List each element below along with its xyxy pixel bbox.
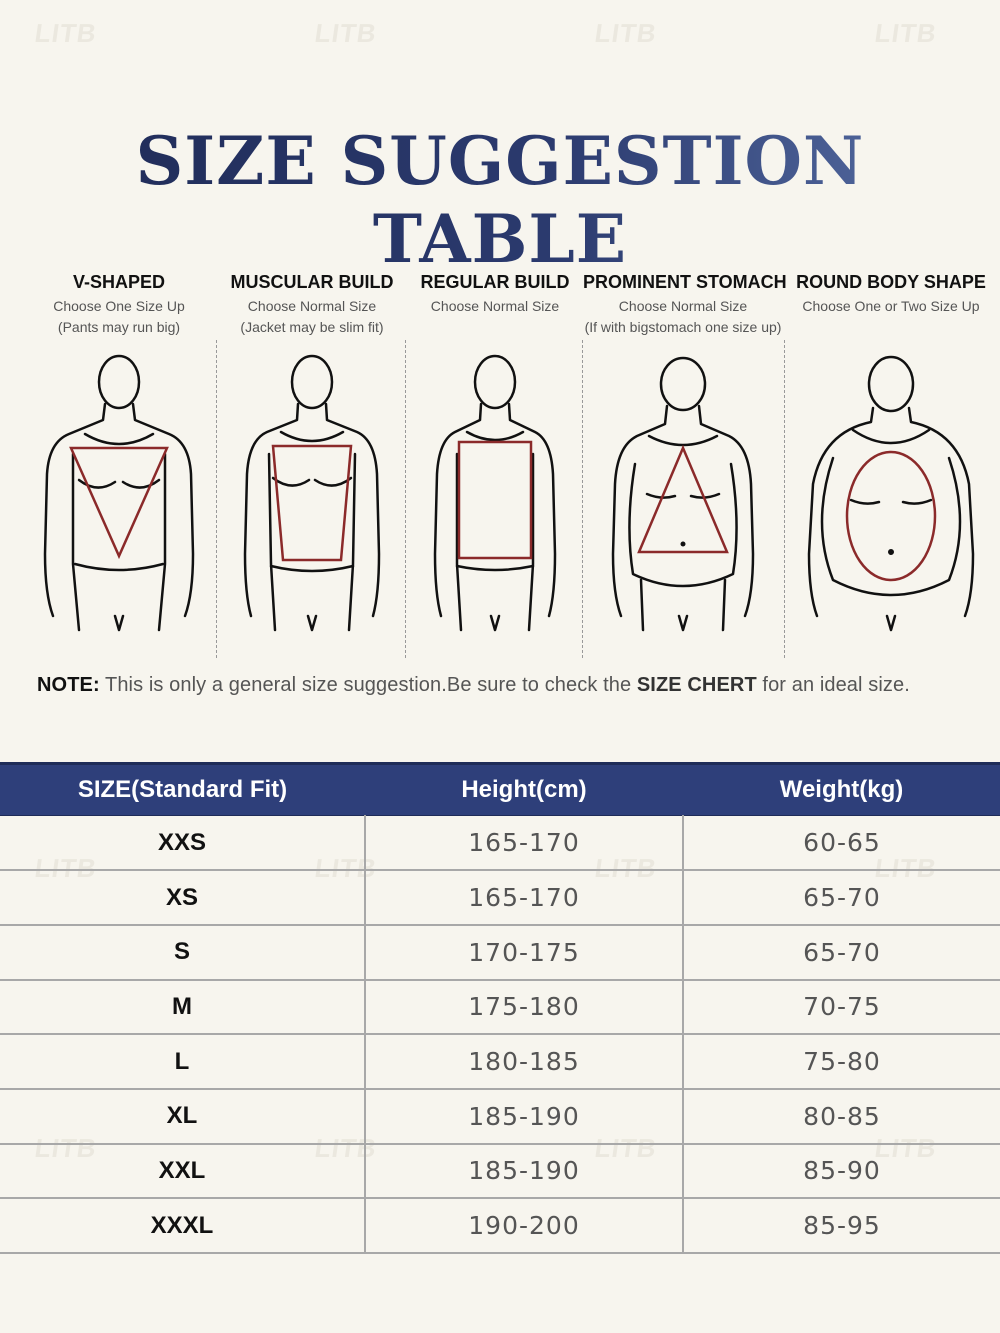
oval-shape-marker — [845, 450, 937, 582]
body-type-heading: PROMINENT STOMACH — [583, 272, 787, 292]
height-cell: 185-190 — [365, 1143, 684, 1200]
size-table: SIZE(Standard Fit) Height(cm) Weight(kg)… — [0, 762, 1000, 1254]
body-type-note: (Jacket may be slim fit) — [240, 319, 384, 335]
body-type-note: (If with bigstomach one size up) — [584, 319, 782, 335]
table-row: XL 185-190 80-85 — [0, 1088, 1000, 1145]
weight-cell: 75-80 — [683, 1034, 1000, 1090]
watermark: LITB — [592, 18, 659, 48]
note-text: This is only a general size suggestion.B… — [99, 674, 637, 696]
body-type-round-body-shape: ROUND BODY SHAPE Choose One or Two Size … — [786, 268, 996, 660]
note-text-end: for an ideal size. — [756, 674, 910, 696]
v-shape-marker — [69, 446, 169, 560]
rectangle-shape-marker — [457, 440, 533, 560]
page-title: SIZE SUGGESTION TABLE — [0, 122, 1000, 278]
body-type-section: V-SHAPED Choose One Size Up (Pants may r… — [20, 268, 1000, 660]
height-cell: 185-190 — [365, 1088, 684, 1145]
height-cell: 180-185 — [365, 1034, 684, 1090]
height-cell: 165-170 — [365, 815, 684, 872]
size-cell: L — [0, 1034, 366, 1090]
table-row: XXXL 190-200 85-95 — [0, 1198, 1000, 1254]
column-divider — [582, 340, 583, 658]
body-type-v-shaped: V-SHAPED Choose One Size Up (Pants may r… — [20, 268, 218, 660]
weight-cell: 85-95 — [683, 1198, 1000, 1254]
v-shaped-figure-illustration — [43, 354, 195, 632]
trapezoid-shape-marker — [271, 444, 353, 562]
table-row: XXL 185-190 85-90 — [0, 1143, 1000, 1200]
size-cell: XS — [0, 870, 366, 926]
table-row: M 175-180 70-75 — [0, 979, 1000, 1036]
regular-figure-illustration — [433, 354, 557, 632]
column-header-height: Height(cm) — [365, 762, 683, 816]
weight-cell: 65-70 — [683, 870, 1000, 926]
muscular-figure-illustration — [243, 354, 381, 632]
weight-cell: 60-65 — [683, 815, 1000, 872]
note-emphasis: SIZE CHERT — [636, 674, 757, 696]
body-type-advice: Choose One or Two Size Up — [802, 298, 980, 314]
size-cell: XXS — [0, 815, 366, 872]
weight-cell: 80-85 — [683, 1088, 1000, 1145]
prominent-stomach-figure-illustration — [611, 356, 755, 632]
size-cell: XXXL — [0, 1198, 366, 1254]
body-type-advice: Choose Normal Size — [247, 298, 377, 314]
triangle-shape-marker — [637, 444, 729, 554]
body-type-heading: ROUND BODY SHAPE — [796, 272, 986, 292]
body-type-prominent-stomach: PROMINENT STOMACH Choose Normal Size (If… — [583, 268, 787, 660]
body-type-note: (Pants may run big) — [57, 319, 181, 335]
table-row: L 180-185 75-80 — [0, 1034, 1000, 1090]
watermark: LITB — [872, 18, 939, 48]
body-type-muscular-build: MUSCULAR BUILD Choose Normal Size (Jacke… — [218, 268, 406, 660]
body-type-advice: Choose Normal Size — [618, 298, 748, 314]
table-row: XXS 165-170 60-65 — [0, 815, 1000, 872]
height-cell: 165-170 — [365, 870, 684, 926]
body-type-heading: REGULAR BUILD — [420, 272, 570, 292]
body-type-heading: V-SHAPED — [72, 272, 166, 292]
weight-cell: 65-70 — [683, 924, 1000, 981]
size-cell: XXL — [0, 1143, 366, 1200]
size-cell: M — [0, 979, 366, 1036]
body-type-advice: Choose Normal Size — [430, 298, 560, 314]
size-note: NOTE: This is only a general size sugges… — [37, 674, 910, 697]
body-type-heading: MUSCULAR BUILD — [230, 272, 394, 292]
column-divider — [784, 340, 785, 658]
watermark: LITB — [32, 18, 99, 48]
table-row: S 170-175 65-70 — [0, 924, 1000, 981]
size-cell: XL — [0, 1088, 366, 1145]
body-type-regular-build: REGULAR BUILD Choose Normal Size — [406, 268, 584, 660]
weight-cell: 70-75 — [683, 979, 1000, 1036]
column-header-size: SIZE(Standard Fit) — [0, 762, 365, 816]
size-cell: S — [0, 924, 366, 981]
column-divider — [216, 340, 217, 658]
column-divider — [405, 340, 406, 658]
table-row: XS 165-170 65-70 — [0, 870, 1000, 926]
body-type-advice: Choose One Size Up — [53, 298, 185, 314]
height-cell: 190-200 — [365, 1198, 684, 1254]
height-cell: 175-180 — [365, 979, 684, 1036]
round-body-figure-illustration — [807, 355, 975, 632]
column-header-weight: Weight(kg) — [683, 762, 1000, 816]
table-header-row: SIZE(Standard Fit) Height(cm) Weight(kg) — [0, 762, 1000, 816]
height-cell: 170-175 — [365, 924, 684, 981]
weight-cell: 85-90 — [683, 1143, 1000, 1200]
note-label: NOTE: — [37, 674, 100, 696]
watermark: LITB — [312, 18, 379, 48]
